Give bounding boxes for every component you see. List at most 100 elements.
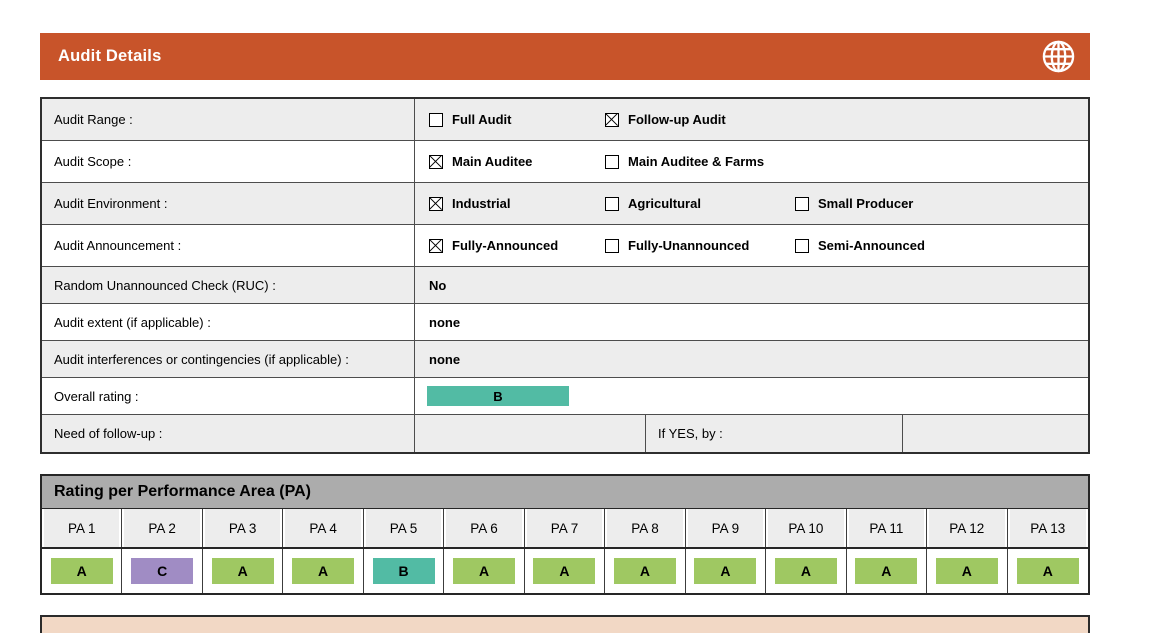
- checkbox-main-auditee-farms[interactable]: [605, 154, 619, 169]
- row-label-cell: Overall rating :: [42, 378, 415, 414]
- pa-section-title: Rating per Performance Area (PA): [42, 476, 1088, 509]
- audit-details-header: Audit Details: [40, 33, 1090, 80]
- checkbox-option-small-producer: Small Producer: [795, 196, 1088, 211]
- pa-rating-cell: C: [122, 549, 203, 593]
- row-label-cell: Random Unannounced Check (RUC) :: [42, 267, 415, 303]
- pa-rating-section: Rating per Performance Area (PA) PA 1 PA …: [40, 474, 1090, 595]
- row-label-cell: Audit extent (if applicable) :: [42, 304, 415, 340]
- table-row-overall-rating: Overall rating : B: [42, 378, 1088, 415]
- row-label: Random Unannounced Check (RUC) :: [54, 277, 276, 293]
- pa-column-label: PA 6: [446, 509, 522, 547]
- checkbox-option-agricultural: Agricultural: [605, 196, 795, 211]
- checkbox-small-producer[interactable]: [795, 196, 809, 211]
- value-cell: No: [415, 267, 1088, 303]
- checkbox-fully-announced[interactable]: [429, 238, 443, 253]
- globe-icon: [1042, 40, 1075, 73]
- page-title: Audit Details: [58, 47, 162, 65]
- checkbox-group: Fully-Announced Fully-Unannounced Semi-Ann…: [415, 225, 1088, 266]
- checkbox-option-main-auditee: Main Auditee: [429, 154, 605, 169]
- pa-column-header: PA 12: [927, 509, 1008, 547]
- checkbox-label: Small Producer: [818, 196, 914, 211]
- pa-rating-badge: A: [292, 558, 355, 584]
- pa-column-label: PA 5: [365, 509, 442, 547]
- value-cell: none: [415, 304, 1088, 340]
- pa-column-header: PA 8: [605, 509, 686, 547]
- pa-column-header: PA 7: [524, 509, 606, 547]
- table-row-audit-interferences-or-contingencies-if-applicable: Audit interferences or contingencies (if…: [42, 341, 1088, 378]
- row-label-cell: Need of follow-up :: [42, 415, 415, 452]
- pa-rating-cell: A: [846, 549, 928, 593]
- followup-value-cell: [415, 415, 646, 452]
- pa-column-label: PA 3: [204, 509, 281, 547]
- pa-column-header: PA 4: [283, 509, 364, 547]
- checkbox-label: Full Audit: [452, 112, 512, 127]
- checkbox-full-audit[interactable]: [429, 112, 443, 127]
- pa-rating-cell: A: [202, 549, 284, 593]
- pa-rating-badge: A: [211, 558, 274, 584]
- audit-details-table: Audit Range : Full Audit Follow-up Audit Au…: [40, 97, 1090, 454]
- pa-rating-badge: A: [613, 558, 676, 584]
- row-label: Audit interferences or contingencies (if…: [54, 351, 349, 367]
- checkbox-main-auditee[interactable]: [429, 154, 443, 169]
- row-label: Audit Scope :: [54, 154, 132, 169]
- row-label-cell: Audit Range :: [42, 99, 415, 140]
- report-content: Audit Details Audit Range : Full Audit Fol…: [40, 33, 1090, 633]
- pa-rating-badge: A: [774, 558, 837, 584]
- checkbox-agricultural[interactable]: [605, 196, 619, 211]
- checkbox-label: Agricultural: [628, 196, 701, 211]
- row-label-cell: Audit Environment :: [42, 183, 415, 224]
- table-row-audit-range: Audit Range : Full Audit Follow-up Audit: [42, 99, 1088, 141]
- pa-column-label: PA 12: [929, 509, 1005, 547]
- pa-rating-cell: A: [42, 549, 123, 593]
- row-label: Audit Environment :: [54, 196, 168, 211]
- row-label-cell: Audit Scope :: [42, 141, 415, 182]
- row-value: none: [429, 314, 461, 330]
- pa-column-header: PA 9: [685, 509, 767, 547]
- checkbox-group: Full Audit Follow-up Audit: [415, 99, 1088, 140]
- next-section-partial: [40, 615, 1090, 633]
- pa-rating-cell: B: [363, 549, 445, 593]
- pa-column-label: PA 8: [607, 509, 683, 547]
- checkbox-option-fully-unannounced: Fully-Unannounced: [605, 238, 795, 253]
- pa-rating-cell: A: [1007, 549, 1088, 593]
- pa-rating-cell: A: [685, 549, 767, 593]
- pa-rating-badge: A: [694, 558, 757, 584]
- row-label-cell: Audit interferences or contingencies (if…: [42, 341, 415, 377]
- overall-rating-badge: B: [427, 386, 569, 406]
- checkbox-option-semi-announced: Semi-Announced: [795, 238, 1088, 253]
- pa-column-header: PA 2: [122, 509, 203, 547]
- row-label-cell: Audit Announcement :: [42, 225, 415, 266]
- pa-rating-cell: A: [766, 549, 847, 593]
- checkbox-option-follow-up-audit: Follow-up Audit: [605, 112, 795, 127]
- table-row-audit-extent-if-applicable: Audit extent (if applicable) : none: [42, 304, 1088, 341]
- table-row-audit-environment: Audit Environment : Industrial Agricultura…: [42, 183, 1088, 225]
- row-value: No: [429, 277, 447, 293]
- row-label: Audit extent (if applicable) :: [54, 314, 211, 330]
- row-label: Overall rating :: [54, 388, 139, 404]
- pa-header-row: PA 1 PA 2 PA 3 PA 4 PA 5 PA 6 PA 7 PA 8 PA 9 PA 1…: [42, 509, 1088, 549]
- pa-column-label: PA 10: [768, 509, 844, 547]
- pa-column-label: PA 1: [44, 509, 120, 547]
- pa-rating-cell: A: [283, 549, 364, 593]
- checkbox-group: Main Auditee Main Auditee & Farms: [415, 141, 1088, 182]
- checkbox-label: Main Auditee & Farms: [628, 154, 765, 169]
- checkbox-label: Main Auditee: [452, 154, 533, 169]
- table-row-random-unannounced-check-ruc: Random Unannounced Check (RUC) : No: [42, 267, 1088, 304]
- pa-rating-cell: A: [444, 549, 525, 593]
- checkbox-group: Industrial Agricultural Small Producer: [415, 183, 1088, 224]
- table-row-audit-announcement: Audit Announcement : Fully-Announced Fully…: [42, 225, 1088, 267]
- pa-rating-badge: B: [372, 558, 435, 584]
- checkbox-follow-up-audit[interactable]: [605, 112, 619, 127]
- checkbox-industrial[interactable]: [429, 196, 443, 211]
- checkbox-option-fully-announced: Fully-Announced: [429, 238, 605, 253]
- pa-column-header: PA 6: [444, 509, 525, 547]
- checkbox-semi-announced[interactable]: [795, 238, 809, 253]
- pa-rating-cell: A: [605, 549, 686, 593]
- pa-rating-badge: A: [1016, 558, 1079, 584]
- checkbox-fully-unannounced[interactable]: [605, 238, 619, 253]
- checkbox-label: Fully-Unannounced: [628, 238, 750, 253]
- if-yes-label: If YES, by :: [658, 426, 723, 441]
- row-value: none: [429, 351, 461, 367]
- checkbox-label: Industrial: [452, 196, 511, 211]
- checkbox-option-industrial: Industrial: [429, 196, 605, 211]
